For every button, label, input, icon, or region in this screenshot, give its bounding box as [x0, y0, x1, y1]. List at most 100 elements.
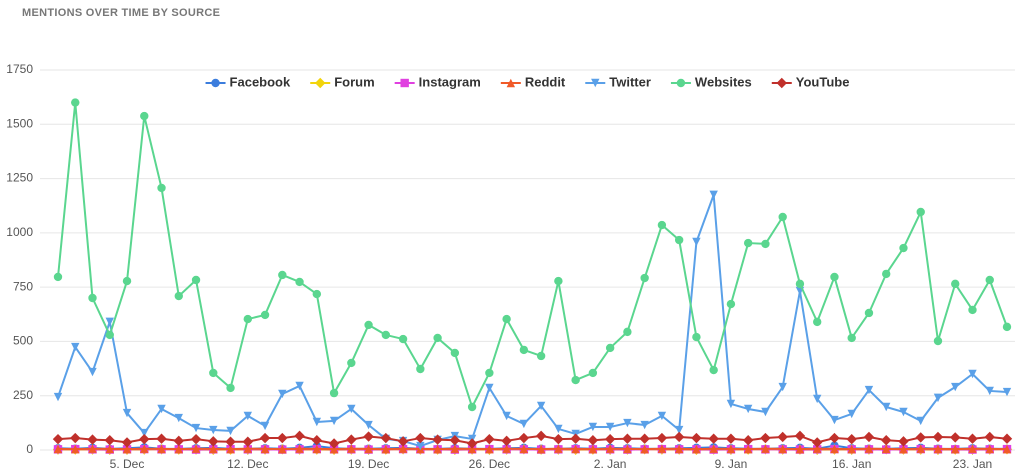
- data-point: [104, 435, 115, 446]
- data-point: [139, 433, 150, 445]
- data-point: [830, 415, 839, 425]
- data-point: [190, 433, 202, 445]
- data-point: [415, 432, 426, 444]
- data-point: [846, 433, 857, 445]
- data-point: [88, 367, 97, 377]
- data-point: [847, 444, 856, 454]
- y-tick-label: 1000: [6, 225, 33, 239]
- data-point: [502, 314, 511, 324]
- data-point: [174, 291, 183, 301]
- data-point: [795, 444, 805, 454]
- data-point: [951, 444, 960, 454]
- data-point: [899, 243, 908, 253]
- data-point: [899, 444, 908, 454]
- data-point: [105, 444, 114, 454]
- data-point: [743, 238, 753, 248]
- data-point: [242, 436, 253, 447]
- data-point: [623, 418, 632, 428]
- x-tick-label: 16. Jan: [832, 457, 871, 471]
- data-point: [951, 279, 960, 289]
- y-tick-label: 1750: [6, 62, 33, 76]
- legend-symbol: [776, 77, 787, 89]
- data-point: [882, 402, 891, 412]
- data-point: [743, 444, 753, 454]
- data-point: [605, 444, 615, 453]
- data-point: [502, 411, 511, 421]
- data-point: [726, 444, 736, 454]
- data-point: [364, 320, 373, 330]
- data-point: [726, 399, 736, 409]
- legend-label: Facebook: [230, 74, 291, 89]
- data-point: [312, 417, 322, 427]
- data-point: [709, 190, 718, 200]
- data-point: [725, 433, 737, 444]
- data-point: [622, 433, 633, 444]
- data-point: [968, 444, 977, 453]
- data-point: [605, 422, 615, 432]
- data-point: [140, 428, 149, 438]
- data-point: [570, 433, 581, 444]
- data-point: [553, 433, 564, 445]
- x-tick-label: 23. Jan: [953, 457, 992, 471]
- data-point: [709, 365, 718, 375]
- data-point: [657, 444, 667, 453]
- data-point: [674, 444, 684, 454]
- data-point: [692, 332, 701, 342]
- data-point: [53, 272, 63, 282]
- y-tick-label: 250: [13, 388, 33, 402]
- data-point: [140, 111, 149, 121]
- data-point: [484, 433, 495, 445]
- data-point: [674, 425, 684, 435]
- data-point: [968, 305, 977, 315]
- data-point: [191, 444, 201, 453]
- data-point: [157, 183, 166, 193]
- legend-item: Twitter: [585, 74, 651, 89]
- x-tick-label: 19. Dec: [348, 457, 389, 471]
- data-point: [761, 407, 770, 417]
- data-point: [209, 425, 218, 435]
- data-point: [174, 413, 183, 423]
- data-point: [605, 343, 615, 353]
- data-point: [588, 444, 598, 454]
- data-point: [743, 404, 753, 414]
- data-point: [915, 432, 926, 443]
- data-point: [812, 437, 823, 448]
- data-point: [363, 431, 374, 442]
- data-point: [794, 430, 806, 442]
- data-point: [778, 444, 787, 454]
- data-point: [53, 392, 63, 402]
- legend-symbol: [400, 78, 409, 88]
- data-point: [571, 444, 580, 454]
- data-point: [174, 444, 183, 454]
- series: [52, 430, 1013, 449]
- data-point: [260, 444, 270, 454]
- data-point: [122, 276, 132, 286]
- data-point: [623, 327, 632, 337]
- data-point: [554, 424, 563, 434]
- data-point: [554, 276, 563, 286]
- legend-label: Twitter: [609, 74, 651, 89]
- data-point: [259, 432, 271, 444]
- data-point: [536, 444, 546, 454]
- data-point: [243, 411, 252, 421]
- data-point: [140, 444, 149, 453]
- legend-item: Instagram: [394, 74, 481, 89]
- data-point: [295, 277, 304, 287]
- data-point: [519, 345, 529, 355]
- data-point: [604, 433, 616, 445]
- data-point: [692, 237, 701, 247]
- x-tick-label: 9. Jan: [715, 457, 748, 471]
- data-point: [640, 444, 649, 454]
- y-tick-label: 1250: [6, 171, 33, 185]
- data-point: [830, 444, 839, 454]
- data-point: [157, 444, 166, 454]
- data-point: [432, 434, 443, 445]
- data-point: [466, 438, 478, 449]
- data-point: [450, 348, 460, 358]
- data-point: [53, 444, 63, 454]
- data-point: [485, 444, 494, 454]
- data-point: [380, 432, 392, 444]
- data-point: [882, 444, 891, 454]
- data-point: [397, 436, 409, 447]
